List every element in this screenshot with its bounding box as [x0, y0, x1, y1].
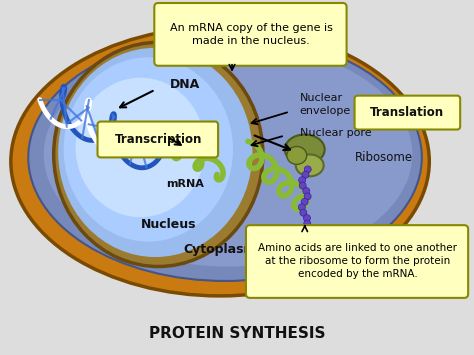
Ellipse shape [44, 42, 412, 267]
FancyBboxPatch shape [98, 121, 218, 157]
Text: Transcription: Transcription [115, 133, 202, 146]
Text: Nuclear pore: Nuclear pore [300, 127, 372, 137]
Text: Amino acids are linked to one another
at the ribosome to form the protein
encode: Amino acids are linked to one another at… [258, 243, 457, 279]
Text: Nuclear
envelope: Nuclear envelope [300, 93, 351, 116]
Ellipse shape [301, 198, 308, 205]
Ellipse shape [296, 154, 324, 176]
Ellipse shape [298, 204, 305, 211]
Text: Ribosome: Ribosome [355, 151, 413, 164]
Ellipse shape [304, 220, 311, 227]
Text: DNA: DNA [170, 78, 201, 91]
Ellipse shape [54, 42, 263, 267]
Ellipse shape [300, 209, 307, 216]
Ellipse shape [304, 193, 311, 200]
Ellipse shape [287, 147, 307, 164]
Ellipse shape [28, 34, 422, 281]
Ellipse shape [299, 182, 306, 189]
Text: Translation: Translation [370, 106, 445, 119]
Text: An mRNA copy of the gene is
made in the nucleus.: An mRNA copy of the gene is made in the … [170, 23, 332, 47]
Ellipse shape [303, 187, 310, 195]
Ellipse shape [64, 57, 233, 242]
FancyBboxPatch shape [355, 95, 460, 130]
FancyBboxPatch shape [155, 3, 346, 66]
Ellipse shape [302, 171, 309, 178]
Text: Cytoplasm: Cytoplasm [183, 242, 257, 256]
Text: Nucleus: Nucleus [140, 218, 196, 231]
FancyBboxPatch shape [1, 314, 473, 354]
Text: mRNA: mRNA [166, 179, 204, 189]
Ellipse shape [301, 225, 307, 233]
Ellipse shape [11, 27, 429, 296]
Ellipse shape [303, 215, 310, 222]
Ellipse shape [299, 177, 306, 184]
FancyBboxPatch shape [246, 225, 468, 298]
Ellipse shape [75, 78, 205, 217]
Ellipse shape [285, 135, 325, 164]
Ellipse shape [304, 166, 311, 173]
Text: PROTEIN SYNTHESIS: PROTEIN SYNTHESIS [149, 326, 325, 341]
Ellipse shape [58, 48, 253, 257]
